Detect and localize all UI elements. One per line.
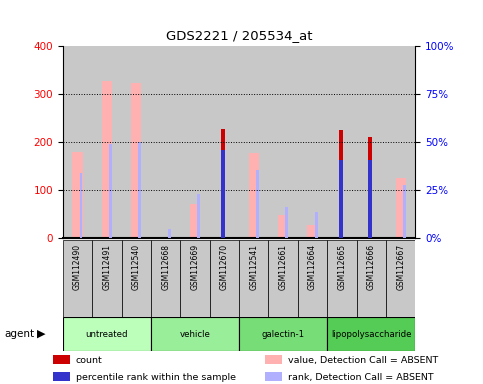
Text: lipopolysaccharide: lipopolysaccharide <box>331 329 412 339</box>
Text: GSM112670: GSM112670 <box>220 244 229 290</box>
Text: GSM112491: GSM112491 <box>102 244 112 290</box>
Bar <box>221 150 225 238</box>
Bar <box>239 240 269 317</box>
Text: GSM112664: GSM112664 <box>308 244 317 290</box>
Bar <box>53 372 70 381</box>
Bar <box>265 355 282 364</box>
Bar <box>356 46 386 238</box>
Bar <box>369 137 372 238</box>
Bar <box>298 46 327 238</box>
Bar <box>122 240 151 317</box>
Bar <box>92 240 122 317</box>
Bar <box>210 240 239 317</box>
Bar <box>72 152 83 238</box>
Bar <box>109 144 112 238</box>
Bar <box>53 355 70 364</box>
Bar <box>269 240 298 317</box>
Bar <box>151 240 180 317</box>
Text: GSM112541: GSM112541 <box>249 244 258 290</box>
Text: vehicle: vehicle <box>180 329 211 339</box>
Bar <box>63 240 92 317</box>
Bar <box>63 317 151 351</box>
Text: GSM112490: GSM112490 <box>73 244 82 290</box>
Text: GSM112666: GSM112666 <box>367 244 376 290</box>
Text: GSM112669: GSM112669 <box>190 244 199 290</box>
Bar <box>122 46 151 238</box>
Bar <box>197 194 200 238</box>
Bar <box>396 177 406 238</box>
Bar <box>221 129 225 238</box>
Bar <box>102 81 112 238</box>
Text: GSM112667: GSM112667 <box>396 244 405 290</box>
Bar <box>314 212 317 238</box>
Title: GDS2221 / 205534_at: GDS2221 / 205534_at <box>166 29 313 42</box>
Bar <box>327 240 356 317</box>
Bar <box>168 230 170 238</box>
Bar <box>269 46 298 238</box>
Text: percentile rank within the sample: percentile rank within the sample <box>76 373 236 382</box>
Bar <box>180 240 210 317</box>
Bar <box>285 207 288 238</box>
Text: count: count <box>76 356 103 365</box>
Bar <box>151 46 180 238</box>
Bar <box>327 46 356 238</box>
Text: GSM112665: GSM112665 <box>338 244 346 290</box>
Bar <box>92 46 122 238</box>
Bar <box>239 317 327 351</box>
Bar <box>80 173 83 238</box>
Bar <box>403 185 406 238</box>
Text: rank, Detection Call = ABSENT: rank, Detection Call = ABSENT <box>288 373 434 382</box>
Bar <box>190 204 200 238</box>
Bar <box>138 142 141 238</box>
Bar <box>356 240 386 317</box>
Bar <box>369 160 372 238</box>
Text: untreated: untreated <box>85 329 128 339</box>
Bar <box>307 225 318 238</box>
Bar <box>298 240 327 317</box>
Bar <box>339 130 342 238</box>
Text: ▶: ▶ <box>37 329 45 339</box>
Text: value, Detection Call = ABSENT: value, Detection Call = ABSENT <box>288 356 439 365</box>
Bar <box>239 46 269 238</box>
Text: GSM112668: GSM112668 <box>161 244 170 290</box>
Bar <box>339 160 342 238</box>
Bar <box>151 317 239 351</box>
Bar <box>278 215 288 238</box>
Bar <box>131 83 142 238</box>
Bar <box>210 46 239 238</box>
Bar <box>180 46 210 238</box>
Bar <box>386 240 415 317</box>
Bar <box>249 152 259 238</box>
Text: agent: agent <box>5 329 35 339</box>
Text: GSM112540: GSM112540 <box>132 244 141 290</box>
Text: GSM112661: GSM112661 <box>279 244 288 290</box>
Text: galectin-1: galectin-1 <box>262 329 305 339</box>
Bar <box>256 170 259 238</box>
Bar <box>63 46 92 238</box>
Bar <box>265 372 282 381</box>
Bar <box>327 317 415 351</box>
Bar <box>386 46 415 238</box>
